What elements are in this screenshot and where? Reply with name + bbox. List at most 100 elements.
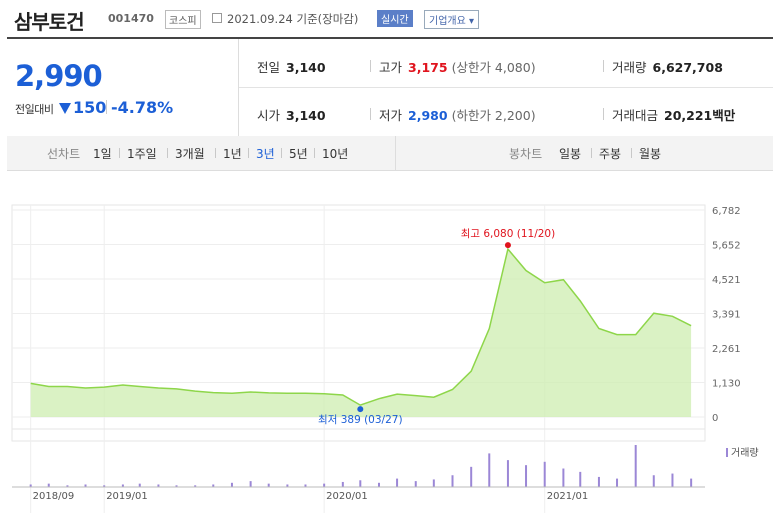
tab-3y[interactable]: 3년: [256, 145, 275, 162]
base-date: 2021.09.24 기준(장마감): [227, 11, 358, 27]
tab-1y[interactable]: 1년: [223, 145, 242, 162]
volume-legend-label: 거래량: [731, 447, 759, 459]
x-tick-label: 2021/01: [547, 491, 589, 502]
volume-bar: [616, 479, 618, 487]
divider: [248, 148, 249, 158]
volume-bar: [507, 460, 509, 487]
price-area: [31, 249, 691, 417]
min-label: 최저 389 (03/27): [318, 414, 403, 426]
high-price: 고가 3,175 (상한가 4,080): [379, 57, 536, 76]
max-label: 최고 6,080 (11/20): [461, 228, 556, 240]
trade-value-label: 거래대금: [612, 108, 658, 123]
divider: [119, 148, 120, 158]
volume-value: 6,627,708: [653, 60, 723, 75]
calendar-icon: [212, 13, 222, 23]
divider: [314, 148, 315, 158]
divider: [603, 108, 604, 120]
volume-bar: [415, 481, 417, 487]
divider: [215, 148, 216, 158]
volume-bar: [690, 479, 692, 487]
open-price: 시가 3,140: [257, 105, 326, 124]
tab-monthly[interactable]: 월봉: [639, 145, 661, 162]
volume-bar: [579, 472, 581, 487]
divider: [239, 87, 773, 88]
y-tick-label: 6,782: [712, 206, 741, 217]
market-badge: 코스피: [165, 10, 201, 29]
volume-bar: [323, 484, 325, 487]
high-value: 3,175: [408, 60, 448, 75]
low-price: 저가 2,980 (하한가 2,200): [379, 105, 536, 124]
divider: [395, 136, 396, 170]
volume-bar: [671, 474, 673, 487]
volume-bar: [488, 453, 490, 487]
max-marker: [505, 242, 511, 248]
realtime-button[interactable]: 실시간: [377, 10, 413, 27]
volume-bar: [635, 445, 637, 487]
change-percent: -4.78%: [111, 98, 173, 117]
low-value: 2,980: [408, 108, 448, 123]
tab-weekly[interactable]: 주봉: [599, 145, 621, 162]
volume-bar: [396, 479, 398, 487]
divider: [281, 148, 282, 158]
volume-bar: [139, 484, 141, 487]
tab-10y[interactable]: 10년: [322, 145, 348, 162]
y-tick-label: 2,261: [712, 344, 741, 355]
open-value: 3,140: [286, 108, 326, 123]
divider: [603, 60, 604, 72]
volume-bar: [598, 477, 600, 487]
volume-bar: [452, 475, 454, 487]
upper-limit: (상한가 4,080): [452, 60, 536, 75]
y-tick-label: 4,521: [712, 275, 741, 286]
line-chart-label: 선차트: [47, 145, 80, 162]
price-summary: 2,990 전일대비 150 -4.78%: [7, 39, 239, 137]
volume-bar: [250, 481, 252, 487]
y-tick-label: 1,130: [712, 379, 741, 390]
stock-header: 삼부토건 001470 코스피 2021.09.24 기준(장마감) 실시간 기…: [0, 0, 773, 36]
volume-bar: [342, 482, 344, 487]
divider: [106, 100, 107, 114]
x-tick-label: 2020/01: [326, 491, 368, 502]
volume-bar: [544, 462, 546, 487]
stock-code: 001470: [108, 12, 154, 25]
tab-3m[interactable]: 3개월: [175, 145, 205, 162]
volume-bar: [470, 467, 472, 487]
company-overview-dropdown[interactable]: 기업개요 ▾: [424, 10, 479, 29]
change-label: 전일대비: [15, 101, 53, 117]
tab-5y[interactable]: 5년: [289, 145, 308, 162]
trade-value-amount: 20,221: [664, 108, 712, 123]
chart-period-tabs: 선차트 1일 1주일 3개월 1년 3년 5년 10년 봉차트 일봉 주봉 월봉: [7, 136, 773, 171]
lower-limit: (하한가 2,200): [452, 108, 536, 123]
divider: [631, 148, 632, 158]
volume-bar: [48, 484, 50, 487]
volume-bar: [359, 480, 361, 487]
y-tick-label: 3,391: [712, 310, 741, 321]
volume-bar: [378, 483, 380, 487]
candle-chart-label: 봉차트: [509, 145, 542, 162]
x-tick-label: 2018/09: [33, 491, 75, 502]
tab-1w[interactable]: 1주일: [127, 145, 157, 162]
min-marker: [357, 406, 363, 412]
volume-bar: [231, 483, 233, 487]
x-tick-label: 2019/01: [106, 491, 148, 502]
divider: [370, 108, 371, 120]
tab-1d[interactable]: 1일: [93, 145, 112, 162]
trade-value: 거래대금 20,221백만: [612, 105, 735, 124]
divider: [591, 148, 592, 158]
tab-daily[interactable]: 일봉: [559, 145, 581, 162]
low-label: 저가: [379, 108, 402, 123]
volume-bar: [525, 465, 527, 487]
volume-bar: [433, 479, 435, 487]
y-tick-label: 0: [712, 413, 718, 424]
volume-bar: [653, 475, 655, 487]
change-value: 150: [73, 98, 106, 117]
volume-bar: [268, 484, 270, 487]
stock-name: 삼부토건: [14, 6, 84, 35]
high-label: 고가: [379, 60, 402, 75]
open-label: 시가: [257, 108, 280, 123]
trade-value-unit: 백만: [712, 108, 735, 123]
down-arrow-icon: [59, 103, 71, 114]
